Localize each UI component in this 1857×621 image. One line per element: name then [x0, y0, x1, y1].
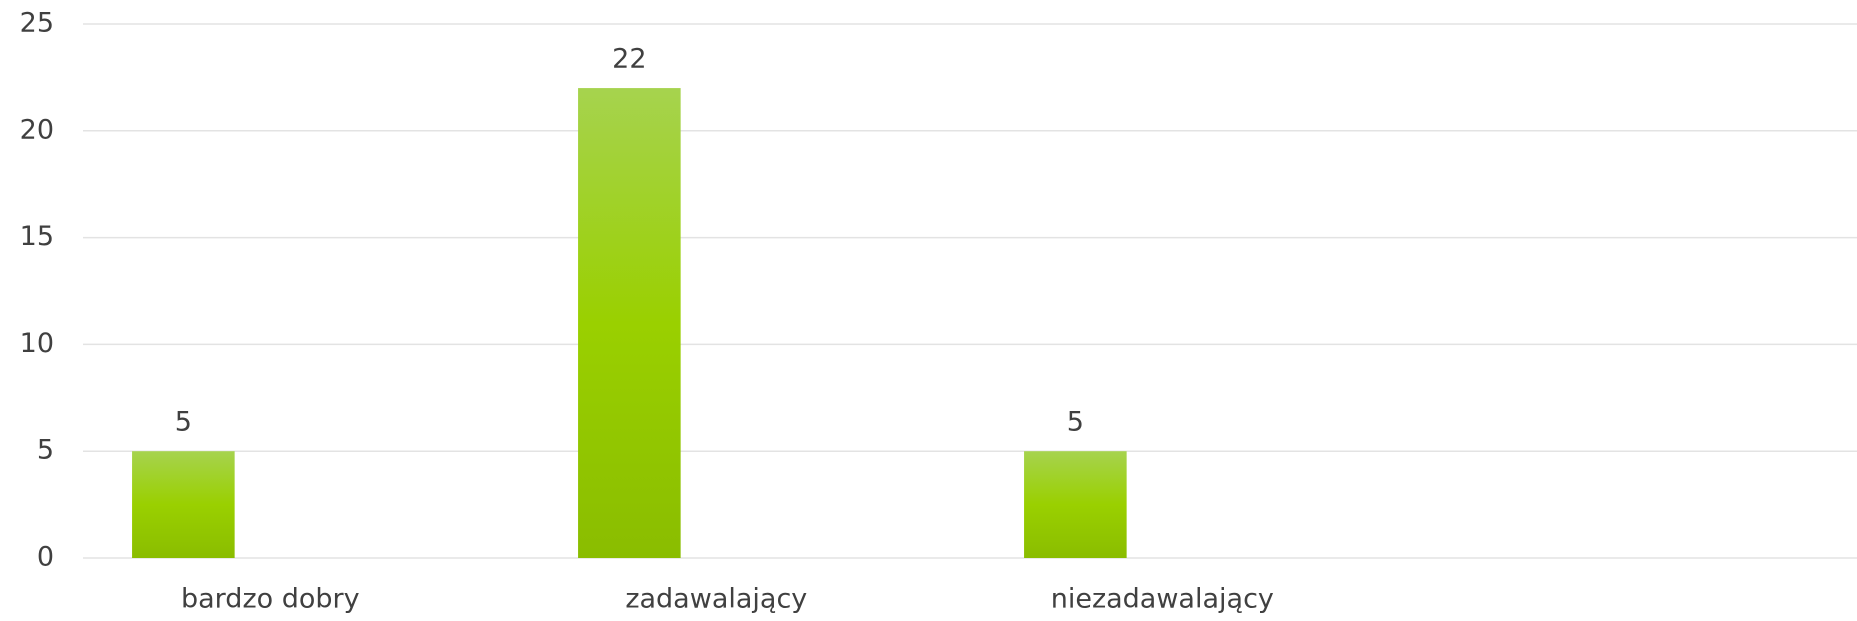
x-tick-label: bardzo dobry	[181, 584, 360, 615]
y-tick-label: 10	[20, 328, 54, 359]
data-label: 5	[1067, 407, 1084, 438]
bar	[132, 451, 235, 558]
bar	[1024, 451, 1127, 558]
data-label: 5	[175, 407, 192, 438]
y-tick-label: 25	[20, 8, 54, 39]
data-label: 22	[612, 44, 646, 75]
y-tick-label: 0	[37, 542, 54, 573]
x-tick-label: zadawalający	[625, 584, 807, 615]
x-tick-label: niezadawalający	[1051, 584, 1274, 615]
y-tick-label: 20	[20, 114, 54, 145]
bar	[578, 88, 681, 558]
y-tick-label: 5	[37, 435, 54, 466]
y-tick-label: 15	[20, 221, 54, 252]
